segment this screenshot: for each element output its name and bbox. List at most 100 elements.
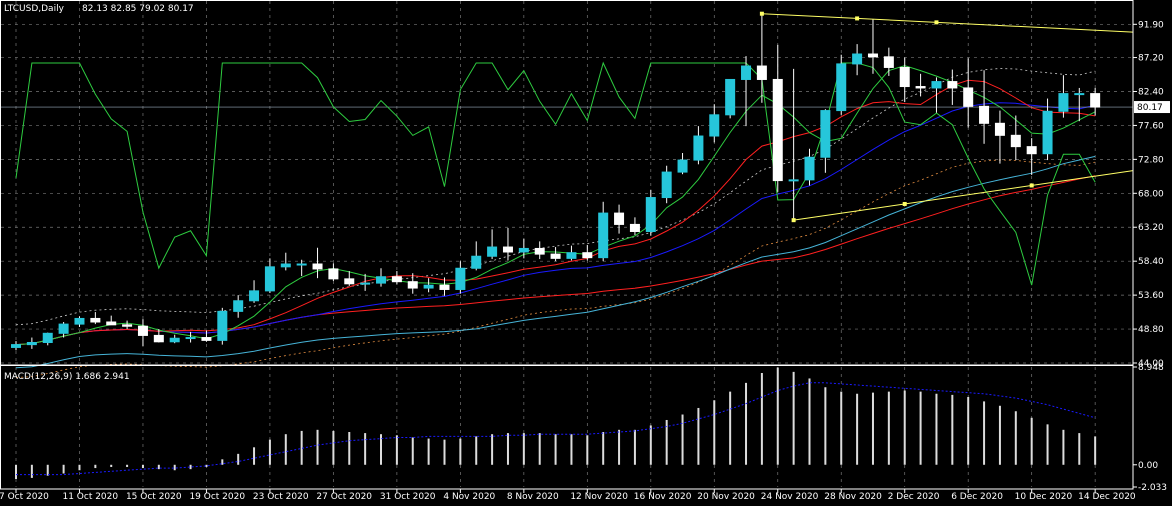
candle-bull [804, 156, 815, 181]
candle-bear [201, 337, 212, 341]
lower-trendline [793, 170, 1134, 221]
candle-bear [1026, 146, 1037, 155]
candle-bear [756, 65, 767, 80]
candle-bull [1058, 93, 1069, 112]
candle-bear [867, 53, 878, 58]
price-tick-label: 48.80 [1138, 325, 1164, 335]
date-tick-label: 6 Dec 2020 [951, 492, 1003, 502]
symbol-label: LTCUSD,Daily [4, 4, 65, 14]
candle-bull [233, 300, 244, 312]
candle-bull [788, 179, 799, 182]
grid [1, 1, 1133, 487]
candle-bull [26, 341, 37, 346]
candle-bear [328, 268, 339, 280]
macd-tick-label: -2.033 [1138, 483, 1167, 493]
candle-bear [1090, 93, 1101, 108]
date-tick-label: 19 Oct 2020 [189, 492, 245, 502]
date-tick-label: 24 Nov 2020 [761, 492, 819, 502]
candle-bear [534, 247, 545, 255]
candle-bull [741, 65, 752, 80]
candle-bull [249, 290, 260, 302]
trendline-anchor [855, 16, 860, 21]
trendline-anchor [902, 201, 907, 206]
candle-bull [1042, 110, 1053, 155]
price-tick-label: 72.80 [1138, 155, 1164, 165]
macd-panel [15, 367, 1097, 479]
date-tick-label: 23 Oct 2020 [253, 492, 309, 502]
candle-bull [423, 284, 434, 289]
candle-bull [1074, 93, 1085, 96]
candle-bear [344, 278, 355, 285]
candle-bull [677, 159, 688, 173]
date-tick-label: 10 Dec 2020 [1015, 492, 1073, 502]
macd-tick-label: 0.00 [1138, 461, 1158, 471]
envelope-bands [15, 68, 1096, 378]
candle-bull [42, 332, 53, 343]
candle-bear [994, 122, 1005, 136]
candle-bull [471, 255, 482, 269]
date-tick-label: 11 Oct 2020 [62, 492, 118, 502]
ma-long-line [15, 155, 1096, 369]
candle-bull [518, 247, 529, 253]
date-tick-label: 12 Nov 2020 [570, 492, 628, 502]
price-tick-label: 68.00 [1138, 189, 1164, 199]
ma-10-line [15, 79, 1096, 346]
candle-bear [122, 324, 133, 327]
date-tick-label: 14 Dec 2020 [1078, 492, 1136, 502]
candle-bear [550, 253, 561, 259]
candle-bull [836, 63, 847, 112]
candle-bull [598, 212, 609, 259]
candle-bull [296, 263, 307, 266]
candle-bull [360, 282, 371, 285]
date-tick-label: 27 Oct 2020 [316, 492, 372, 502]
candle-bull [820, 110, 831, 158]
envelope-upper [15, 68, 1096, 326]
candle-bull [264, 266, 275, 292]
candle-bear [582, 252, 593, 259]
envelope-lower [15, 159, 1096, 378]
candle-bear [106, 321, 117, 326]
candle-bear [963, 87, 974, 107]
candle-bull [661, 171, 672, 199]
candle-bear [407, 281, 418, 289]
candle-bull [280, 263, 291, 268]
candle-bull [725, 78, 736, 116]
price-tick-label: 58.40 [1138, 257, 1164, 267]
date-tick-label: 16 Nov 2020 [634, 492, 692, 502]
candle-bear [614, 212, 625, 225]
candle-bear [312, 263, 323, 270]
candle-bear [1010, 134, 1021, 148]
candle-bull [169, 337, 180, 343]
candle-bear [883, 56, 894, 68]
date-tick-label: 28 Nov 2020 [824, 492, 882, 502]
trendline-anchor [934, 20, 939, 25]
date-tick-label: 31 Oct 2020 [380, 492, 436, 502]
date-tick-label: 7 Oct 2020 [0, 492, 49, 502]
candle-bull [11, 344, 21, 348]
ohlc-label: 82.13 82.85 79.02 80.17 [82, 4, 194, 14]
candle-bear [391, 276, 402, 283]
price-tick-label: 87.20 [1138, 54, 1164, 64]
current-price-box [1134, 101, 1170, 114]
ma-20-line [15, 102, 1096, 346]
trendline-anchor [791, 218, 796, 223]
candles [11, 13, 1101, 351]
macd-tick-label: 8.948 [1138, 363, 1164, 373]
candle-bear [899, 66, 910, 88]
indicator-lines [1, 61, 1133, 369]
macd-signal-line [16, 382, 1096, 476]
candle-bear [629, 223, 640, 232]
candle-bull [455, 267, 466, 290]
candle-bull [185, 337, 196, 340]
trendline-anchor [1029, 183, 1034, 188]
candle-bear [772, 78, 783, 182]
trendlines [759, 11, 1134, 223]
upper-trendline [761, 13, 1134, 33]
price-tick-label: 63.20 [1138, 223, 1164, 233]
macd-pane-frame [0, 364, 1134, 490]
price-tick-label: 77.60 [1138, 121, 1164, 131]
candle-bear [502, 246, 513, 253]
candle-bear [915, 86, 926, 89]
